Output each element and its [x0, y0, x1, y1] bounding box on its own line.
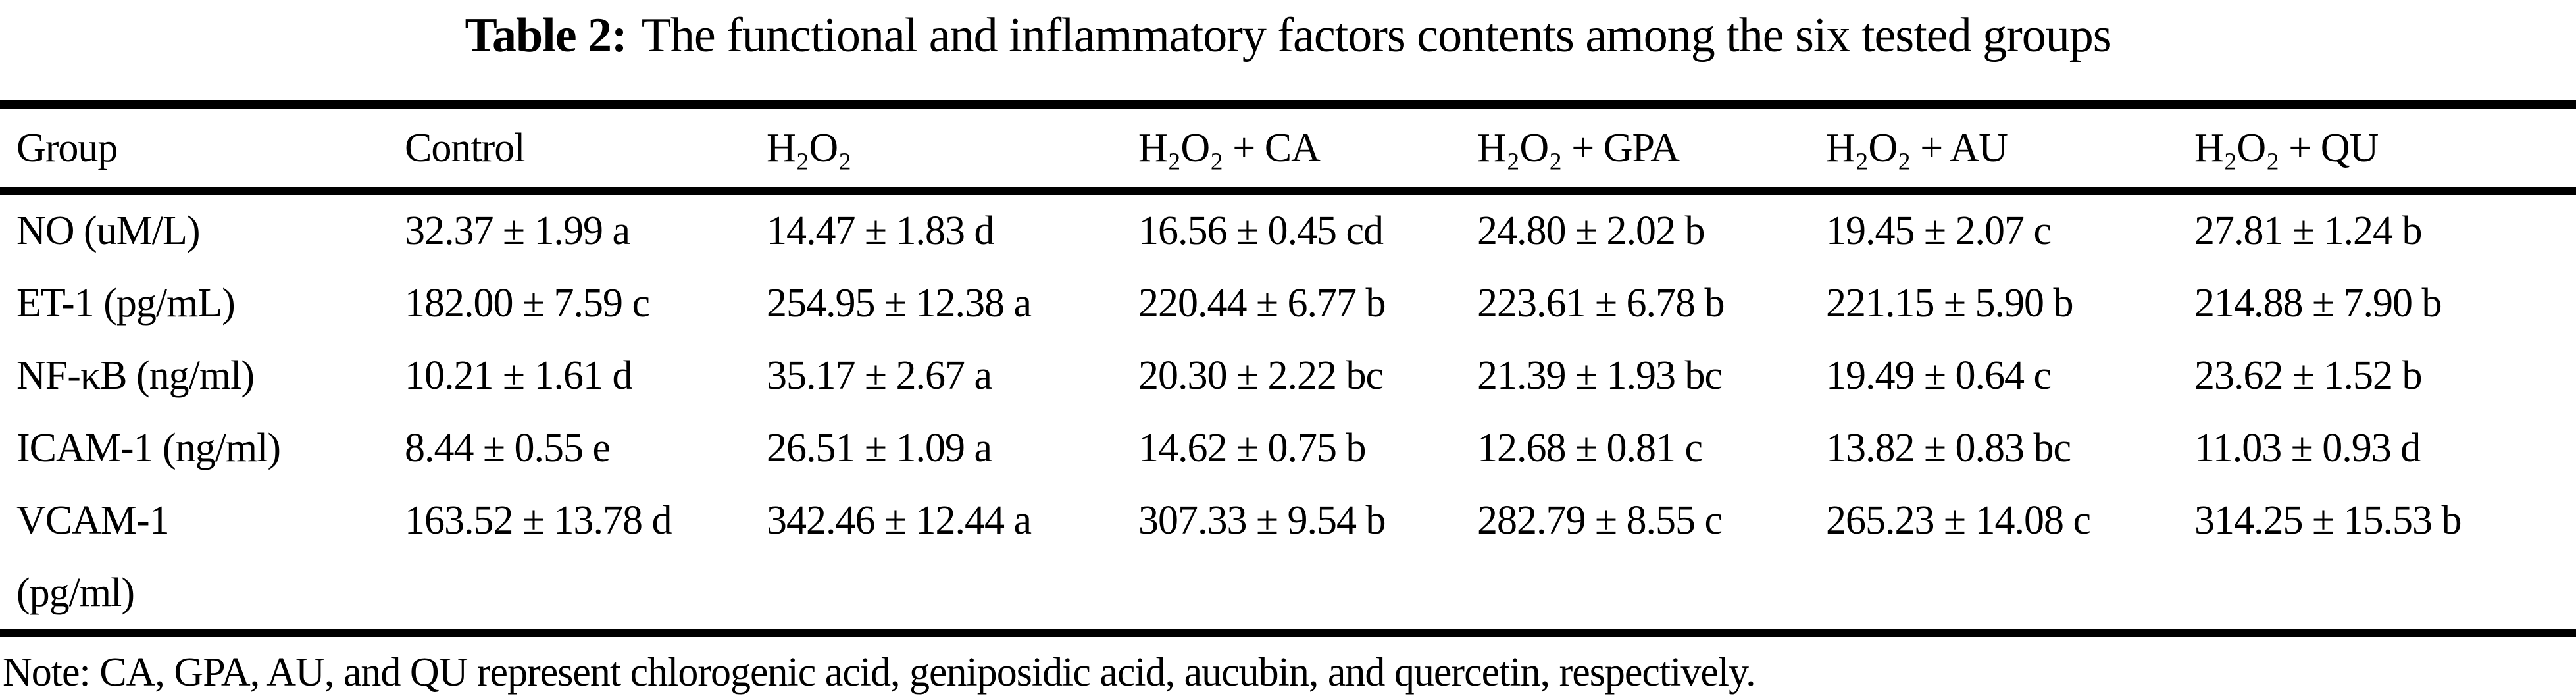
- column-header-h2o2-au: H₂O₂ + AU: [1826, 104, 2194, 195]
- data-cell: 265.23 ± 14.08 c: [1826, 498, 2091, 543]
- header-row: Group Control H₂O₂ H₂O₂ + CA H₂O₂ + GPA …: [0, 104, 2576, 195]
- row-label-nfkb: NF-κB (ng/ml): [16, 353, 255, 398]
- data-cell: 11.03 ± 0.93 d: [2194, 426, 2421, 470]
- data-cell: 10.21 ± 1.61 d: [405, 353, 633, 398]
- row-label-no: NO (uM/L): [16, 209, 201, 253]
- column-header-h2o2-qu: H₂O₂ + QU: [2194, 104, 2576, 195]
- data-cell: 223.61 ± 6.78 b: [1477, 281, 1725, 326]
- data-cell: 21.39 ± 1.93 bc: [1477, 353, 1723, 398]
- table-caption: The functional and inflammatory factors …: [641, 9, 2112, 62]
- data-cell: 182.00 ± 7.59 c: [405, 281, 650, 326]
- table-title: Table 2: The functional and inflammatory …: [0, 3, 2576, 68]
- row-label-et1: ET-1 (pg/mL): [16, 281, 236, 326]
- row-label-icam1: ICAM-1 (ng/ml): [16, 426, 281, 470]
- data-cell: 220.44 ± 6.77 b: [1138, 281, 1386, 326]
- data-cell: 26.51 ± 1.09 a: [767, 426, 992, 470]
- data-cell: 14.47 ± 1.83 d: [767, 209, 995, 253]
- table-row-no: NO (uM/L) 32.37 ± 1.99 a 14.47 ± 1.83 d …: [0, 191, 2576, 268]
- data-cell: 19.49 ± 0.64 c: [1826, 353, 2052, 398]
- data-cell: 32.37 ± 1.99 a: [405, 209, 630, 253]
- column-header-h2o2: H₂O₂: [767, 104, 1138, 195]
- data-cell: 24.80 ± 2.02 b: [1477, 209, 1705, 253]
- data-cell: 314.25 ± 15.53 b: [2194, 498, 2462, 543]
- data-cell: 13.82 ± 0.83 bc: [1826, 426, 2071, 470]
- data-cell: 12.68 ± 0.81 c: [1477, 426, 1703, 470]
- column-header-h2o2-ca: H₂O₂ + CA: [1138, 104, 1477, 195]
- data-cell: 8.44 ± 0.55 e: [405, 426, 611, 470]
- table-row-vcam1: VCAM-1 (pg/ml) 163.52 ± 13.78 d 342.46 ±…: [0, 484, 2576, 634]
- data-cell: 163.52 ± 13.78 d: [405, 498, 672, 543]
- table-note: Note: CA, GPA, AU, and QU represent chlo…: [3, 650, 1756, 695]
- data-cell: 23.62 ± 1.52 b: [2194, 353, 2423, 398]
- data-cell: 35.17 ± 2.67 a: [767, 353, 992, 398]
- data-cell: 221.15 ± 5.90 b: [1826, 281, 2074, 326]
- data-cell: 254.95 ± 12.38 a: [767, 281, 1032, 326]
- row-label-vcam1: VCAM-1 (pg/ml): [16, 498, 170, 615]
- data-cell: 342.46 ± 12.44 a: [767, 498, 1032, 543]
- table-row-et1: ET-1 (pg/mL) 182.00 ± 7.59 c 254.95 ± 12…: [0, 267, 2576, 339]
- data-cell: 14.62 ± 0.75 b: [1138, 426, 1367, 470]
- column-header-h2o2-gpa: H₂O₂ + GPA: [1477, 104, 1826, 195]
- data-cell: 16.56 ± 0.45 cd: [1138, 209, 1384, 253]
- table-row-nfkb: NF-κB (ng/ml) 10.21 ± 1.61 d 35.17 ± 2.6…: [0, 339, 2576, 412]
- factors-table: Group Control H₂O₂ H₂O₂ + CA H₂O₂ + GPA …: [0, 100, 2576, 637]
- table-number: Table 2:: [465, 9, 627, 62]
- data-cell: 20.30 ± 2.22 bc: [1138, 353, 1384, 398]
- data-cell: 282.79 ± 8.55 c: [1477, 498, 1723, 543]
- column-header-control: Control: [405, 104, 767, 195]
- data-cell: 19.45 ± 2.07 c: [1826, 209, 2052, 253]
- data-cell: 307.33 ± 9.54 b: [1138, 498, 1386, 543]
- data-cell: 214.88 ± 7.90 b: [2194, 281, 2442, 326]
- table-row-icam1: ICAM-1 (ng/ml) 8.44 ± 0.55 e 26.51 ± 1.0…: [0, 412, 2576, 484]
- data-cell: 27.81 ± 1.24 b: [2194, 209, 2423, 253]
- column-header-group: Group: [0, 104, 405, 195]
